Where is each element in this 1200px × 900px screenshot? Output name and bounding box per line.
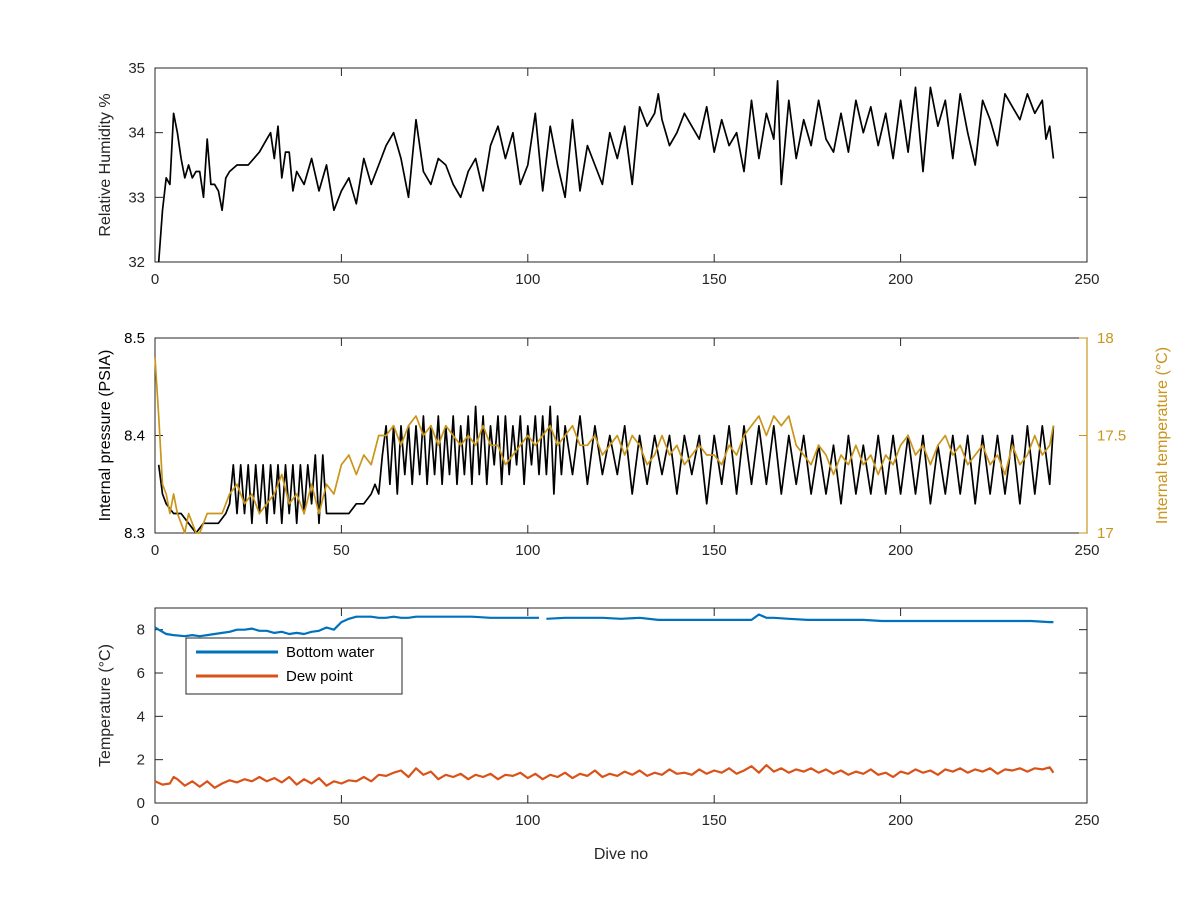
x-tick-label: 0 — [151, 812, 159, 829]
x-tick-label: 100 — [515, 812, 540, 829]
dew-point-line — [154, 763, 1055, 789]
x-tick-label: 150 — [702, 812, 727, 829]
x-tick-label: 200 — [888, 271, 913, 288]
y-tick-label: 35 — [128, 60, 145, 77]
legend-label: Bottom water — [286, 644, 374, 661]
y-tick-label: 34 — [128, 125, 145, 142]
x-tick-label: 50 — [333, 271, 350, 288]
y-axis-label: Internal pressure (PSIA) — [97, 350, 114, 522]
x-tick-label: 150 — [702, 271, 727, 288]
x-axis-label: Dive no — [594, 846, 648, 863]
y-right-tick-label: 18 — [1097, 330, 1114, 347]
legend-label: Dew point — [286, 668, 354, 685]
axes-box — [154, 607, 1088, 804]
y-tick-label: 2 — [137, 752, 145, 769]
legend: Bottom water Dew point — [185, 637, 403, 695]
x-tick-label: 0 — [151, 271, 159, 288]
x-tick-label: 200 — [888, 542, 913, 559]
series-1-line — [157, 80, 1055, 263]
x-tick-label: 200 — [888, 812, 913, 829]
x-tick-label: 250 — [1074, 812, 1099, 829]
y-tick-label: 8.4 — [124, 428, 145, 445]
bottom-water-line-segment-2 — [546, 613, 1054, 624]
axes-box — [154, 67, 1088, 263]
legend-box — [185, 637, 403, 695]
bottom-water-line-segment-1 — [154, 615, 539, 638]
subplot-3: 0 50 100 150 200 250 0 2 4 6 8 Temperature (°C) Dive… — [97, 607, 1100, 863]
y-right-tick-label: 17.5 — [1097, 428, 1126, 445]
y-tick-label: 8.3 — [124, 525, 145, 542]
x-tick-label: 100 — [515, 542, 540, 559]
y-right-tick-label: 17 — [1097, 525, 1114, 542]
x-tick-label: 250 — [1074, 542, 1099, 559]
subplot-2: 0 50 100 150 200 250 8.3 8.4 8.5 17 17.5 18 Internal… — [97, 330, 1171, 559]
y-tick-label: 8.5 — [124, 330, 145, 347]
y-tick-label: 32 — [128, 254, 145, 271]
y-tick-label: 0 — [137, 795, 145, 812]
series-1-line — [157, 405, 1055, 534]
x-tick-label: 250 — [1074, 271, 1099, 288]
y-axis-label: Temperature (°C) — [97, 644, 114, 767]
y-tick-label: 8 — [137, 622, 145, 639]
y-right-axis-label: Internal temperature (°C) — [1154, 347, 1171, 524]
y-tick-label: 4 — [137, 708, 145, 725]
x-tick-label: 50 — [333, 812, 350, 829]
x-tick-label: 0 — [151, 542, 159, 559]
x-tick-label: 100 — [515, 271, 540, 288]
x-tick-label: 50 — [333, 542, 350, 559]
y-tick-label: 33 — [128, 189, 145, 206]
y-axis-label: Relative Humidity % — [97, 93, 114, 236]
y-tick-label: 6 — [137, 665, 145, 682]
subplot-1: 0 50 100 150 200 250 32 33 34 35 Relative Humidity… — [97, 60, 1100, 288]
x-tick-label: 150 — [702, 542, 727, 559]
series-2-line — [154, 357, 1055, 534]
